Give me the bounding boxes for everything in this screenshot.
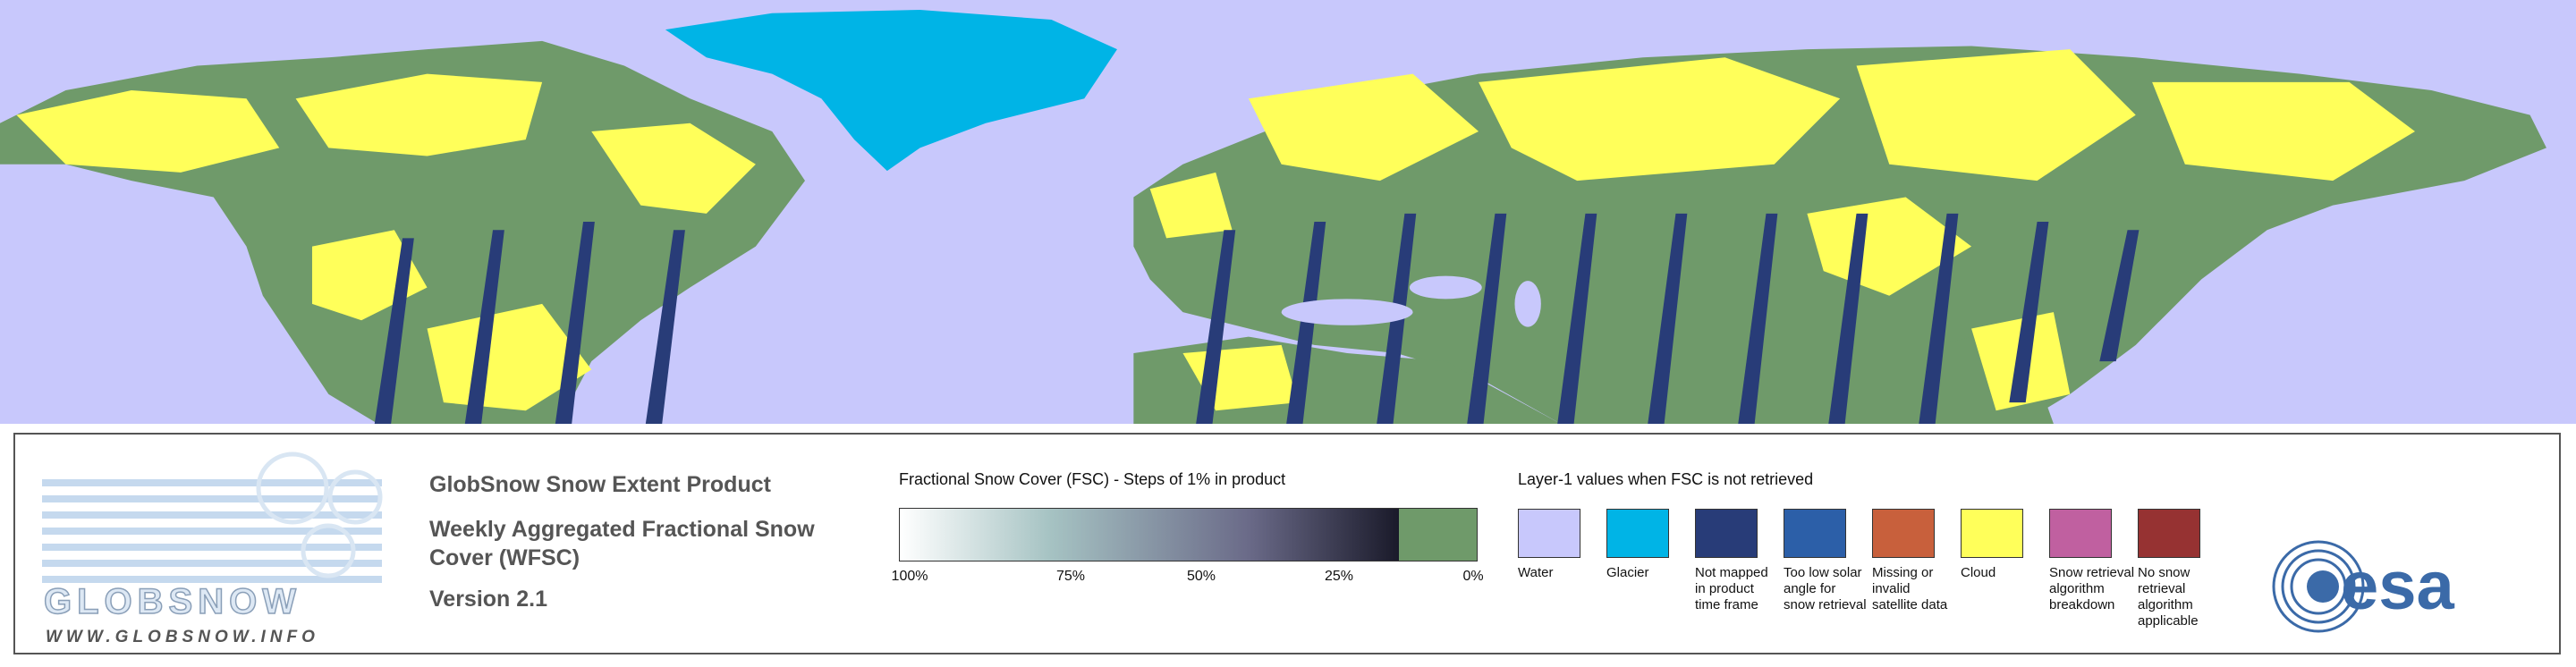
product-version: Version 2.1	[429, 587, 548, 612]
logo-stripes	[42, 479, 382, 583]
inland-seas	[1281, 275, 1541, 327]
fsc-colorbar	[899, 508, 1478, 561]
legend-swatch	[1606, 509, 1669, 558]
logo-url: WWW.GLOBSNOW.INFO	[46, 628, 319, 646]
esa-rings	[2272, 540, 2365, 633]
globsnow-logo: GLOBSNOW WWW.GLOBSNOW.INFO	[42, 452, 383, 646]
legend-label: Too low solar angle for snow retrieval	[1784, 565, 1867, 612]
legend-swatch	[1518, 509, 1580, 558]
fsc-zero	[1399, 509, 1477, 561]
fsc-tick-label: 0%	[1462, 569, 1484, 584]
fsc-ticks: 100% 75% 50% 25% 0%	[892, 569, 1484, 590]
legend-swatch	[2138, 509, 2200, 558]
product-subtitle: Weekly Aggregated Fractional Snow Cover …	[429, 517, 815, 570]
cloud-patches	[16, 49, 2415, 411]
legend-label: Water	[1518, 565, 1554, 580]
fsc-tick-label: 100%	[891, 569, 928, 584]
snowflakes	[256, 452, 383, 578]
legend-panel: GLOBSNOW WWW.GLOBSNOW.INFO GlobSnow Snow…	[13, 433, 2561, 654]
layer1-items: Water Glacier Not mapped in product time f…	[1518, 509, 2323, 643]
legend-label: Not mapped in product time frame	[1695, 565, 1768, 612]
legend-swatch	[1872, 509, 1935, 558]
esa-text: esa	[2341, 548, 2455, 624]
legend-label: No snow retrieval algorithm applicable	[2138, 565, 2199, 629]
fsc-gradient	[900, 509, 1399, 561]
legend-label: Missing or invalid satellite data	[1872, 565, 1948, 612]
esa-logo: esa	[2272, 540, 2455, 633]
legend-swatch	[1695, 509, 1758, 558]
greenland	[665, 10, 1117, 172]
esa-core	[2307, 570, 2339, 603]
fsc-tick-label: 50%	[1186, 569, 1216, 584]
legend-swatch	[2049, 509, 2112, 558]
layer1-title: Layer-1 values when FSC is not retrieved	[1518, 470, 1814, 488]
unmapped-stripes	[374, 213, 2140, 424]
legend-label: Cloud	[1961, 565, 1996, 580]
legend-label: Snow retrieval algorithm breakdown	[2049, 565, 2135, 612]
fsc-tick-label: 25%	[1324, 569, 1354, 584]
snow-map	[0, 0, 2576, 424]
logo-name: GLOBSNOW	[44, 582, 301, 621]
legend-swatch	[1784, 509, 1846, 558]
product-title: GlobSnow Snow Extent Product	[429, 472, 771, 497]
legend-label: Glacier	[1606, 565, 1649, 580]
fsc-title: Fractional Snow Cover (FSC) - Steps of 1…	[899, 470, 1286, 488]
fsc-tick-label: 75%	[1055, 569, 1086, 584]
legend-swatch	[1961, 509, 2023, 558]
